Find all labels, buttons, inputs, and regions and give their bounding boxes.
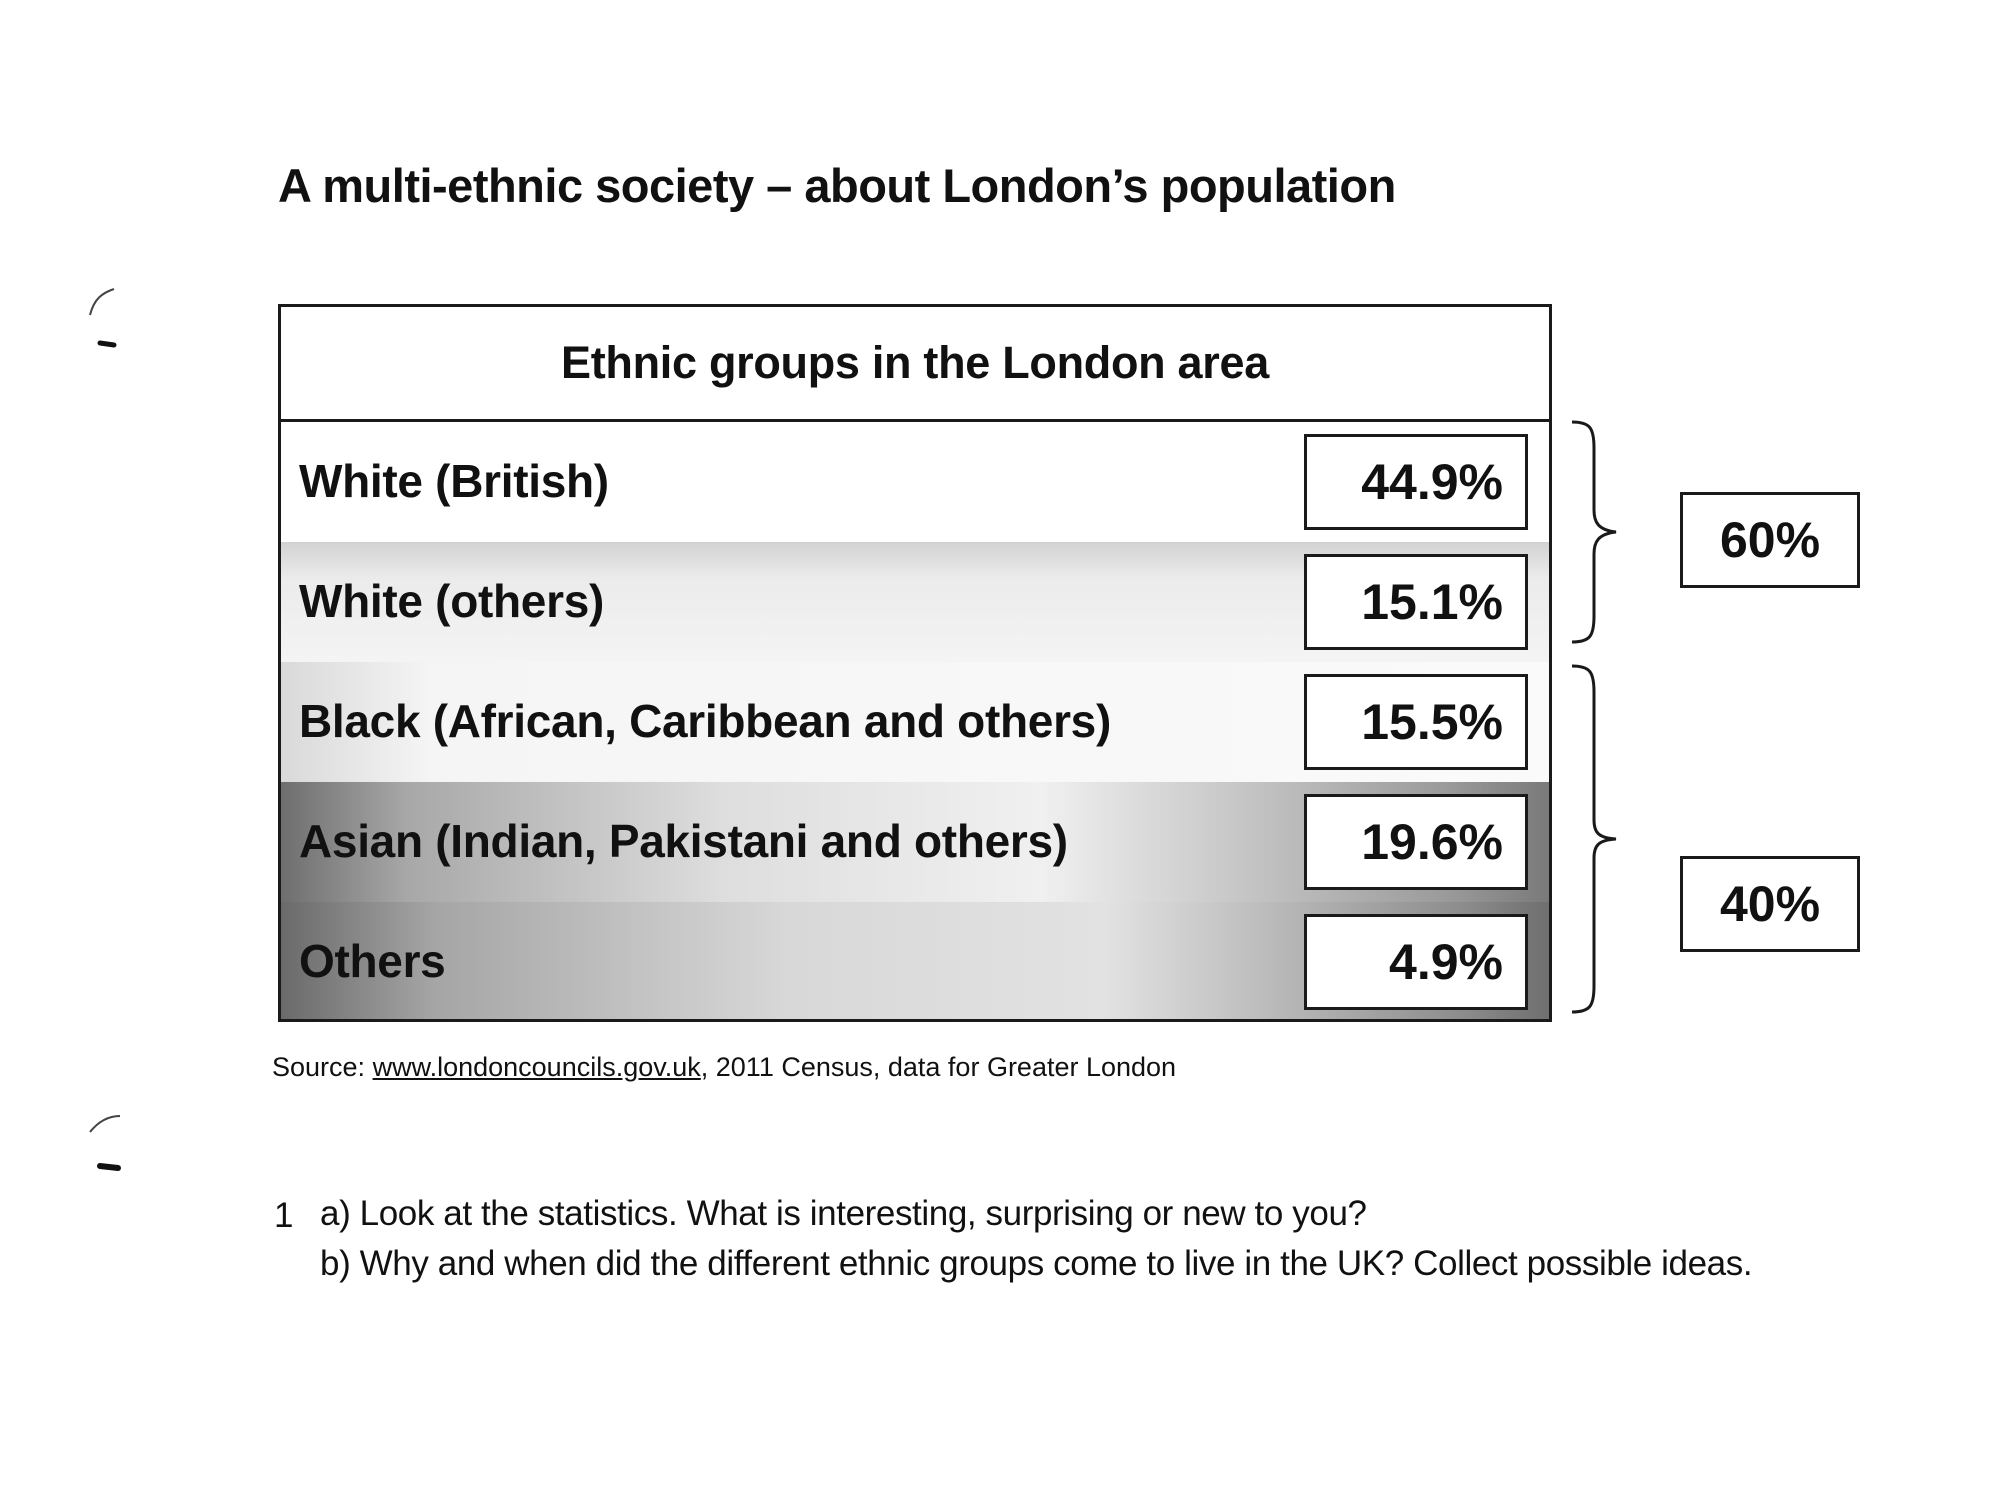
row-label: Others xyxy=(299,935,446,987)
task-number: 1 xyxy=(274,1196,294,1235)
table-row: White (British) 44.9% xyxy=(281,422,1549,542)
source-suffix: , 2011 Census, data for Greater London xyxy=(700,1052,1177,1082)
task-b: b) Why and when did the different ethnic… xyxy=(320,1244,1753,1283)
brace-bottom xyxy=(1571,664,1617,1014)
row-label: Asian (Indian, Pakistani and others) xyxy=(299,815,1068,867)
brace-top xyxy=(1571,420,1617,644)
source-link[interactable]: www.londoncouncils.gov.uk xyxy=(372,1052,701,1082)
table-row: Others 4.9% xyxy=(281,902,1549,1019)
percentage-box: 15.5% xyxy=(1304,674,1528,770)
percentage-box: 44.9% xyxy=(1304,434,1528,530)
margin-mark-top xyxy=(89,288,117,348)
table-row: Black (African, Caribbean and others) 15… xyxy=(281,662,1549,782)
group-total-box: 60% xyxy=(1680,492,1860,588)
row-label: White (others) xyxy=(299,575,604,627)
source-prefix: Source: xyxy=(272,1052,366,1082)
source-note: Source: www.londoncouncils.gov.uk, 2011 … xyxy=(272,1052,1176,1083)
row-label: White (British) xyxy=(299,455,609,507)
percentage-box: 4.9% xyxy=(1304,914,1528,1010)
table-row: White (others) 15.1% xyxy=(281,542,1549,662)
margin-mark-bottom xyxy=(89,1115,121,1171)
row-label: Black (African, Caribbean and others) xyxy=(299,695,1111,747)
percentage-box: 15.1% xyxy=(1304,554,1528,650)
page-title: A multi-ethnic society – about London’s … xyxy=(278,159,1396,212)
task-a: a) Look at the statistics. What is inter… xyxy=(320,1194,1367,1233)
table-row: Asian (Indian, Pakistani and others) 19.… xyxy=(281,782,1549,902)
ethnic-groups-table: Ethnic groups in the London area White (… xyxy=(278,304,1552,1022)
group-total-box: 40% xyxy=(1680,856,1860,952)
table-header: Ethnic groups in the London area xyxy=(281,307,1549,422)
percentage-box: 19.6% xyxy=(1304,794,1528,890)
